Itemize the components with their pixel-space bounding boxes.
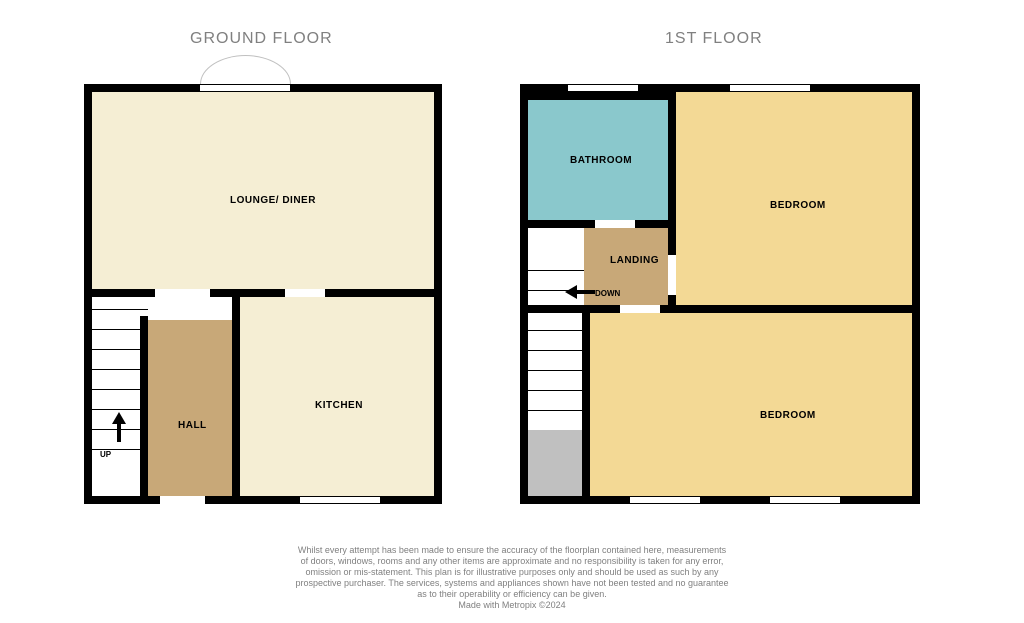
down-label: DOWN [595, 289, 620, 298]
bedroom-2 [590, 313, 912, 496]
door-opening [160, 496, 205, 504]
window-line [630, 503, 700, 504]
floor-title: GROUND FLOOR [190, 30, 333, 48]
disclaimer-line: omission or mis-statement. This plan is … [305, 567, 718, 578]
window-line [200, 84, 290, 85]
bedroom-2-label: BEDROOM [760, 410, 816, 421]
window-line [770, 503, 840, 504]
door-opening [668, 255, 676, 295]
arrow-stem [117, 422, 121, 442]
door-opening [155, 289, 210, 297]
inner-wall [140, 316, 148, 500]
arrow-stem [575, 290, 595, 294]
outer-wall-left [84, 84, 92, 504]
lounge-diner-label: LOUNGE/ DINER [230, 195, 316, 206]
window-line [568, 91, 638, 92]
door-arc [245, 55, 291, 84]
window-line [730, 91, 810, 92]
bathroom-label: BATHROOM [570, 155, 632, 166]
window-line [770, 496, 840, 497]
disclaimer-line: as to their operability or efficiency ca… [417, 589, 606, 600]
kitchen-label: KITCHEN [315, 400, 363, 411]
landing-label: LANDING [610, 255, 659, 266]
door-opening [285, 289, 325, 297]
bedroom-1-label: BEDROOM [770, 200, 826, 211]
stair-lines [528, 250, 584, 430]
disclaimer-line: Whilst every attempt has been made to en… [298, 545, 726, 556]
outer-wall-bottom [520, 496, 920, 504]
outer-wall-left [520, 84, 528, 504]
outer-wall-right [912, 84, 920, 504]
bedroom-1 [676, 92, 912, 305]
window-line [730, 84, 810, 85]
stairs [528, 250, 584, 430]
window-line [630, 496, 700, 497]
hall [148, 320, 240, 496]
window-line [300, 496, 380, 497]
outer-wall-bottom [84, 496, 442, 504]
inner-wall [582, 305, 590, 504]
disclaimer-line: of doors, windows, rooms and any other i… [301, 556, 724, 567]
window-line [200, 91, 290, 92]
door-opening [595, 220, 635, 228]
up-label: UP [100, 450, 111, 459]
kitchen [240, 297, 434, 496]
door-opening [620, 305, 660, 313]
disclaimer-line: Made with Metropix ©2024 [458, 600, 565, 611]
window-line [300, 503, 380, 504]
floor-title: 1ST FLOOR [665, 30, 763, 48]
grey-block [528, 430, 590, 496]
window-line [568, 84, 638, 85]
inner-wall [232, 289, 240, 504]
inner-wall [92, 289, 442, 297]
door-arc [200, 55, 246, 84]
inner-wall [528, 92, 676, 100]
hall-label: HALL [178, 420, 207, 431]
lounge-diner [92, 92, 434, 289]
disclaimer-line: prospective purchaser. The services, sys… [295, 578, 728, 589]
